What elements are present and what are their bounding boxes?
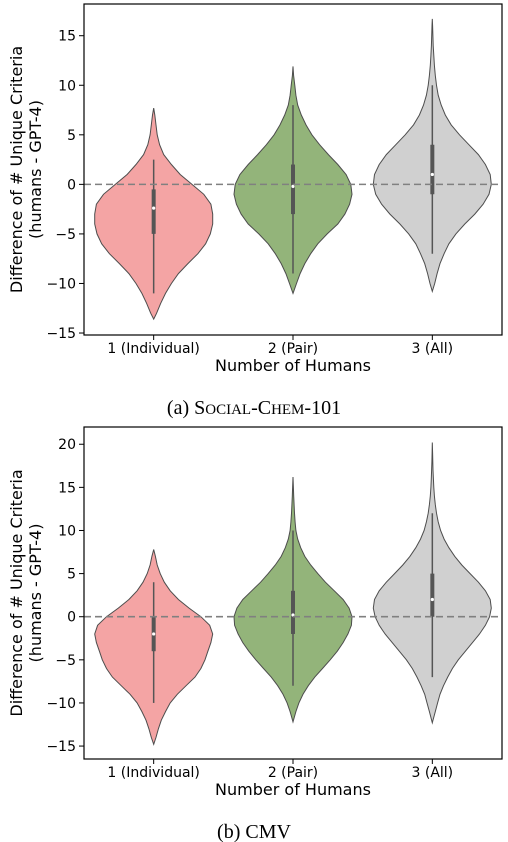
y-axis-label-line: (humans - GPT-4)	[26, 100, 45, 239]
y-tick-label: 0	[67, 610, 76, 626]
y-axis-label: Difference of # Unique Criteria(humans -…	[7, 469, 45, 716]
x-axis-label: Number of Humans	[215, 780, 371, 799]
y-axis-label-line: Difference of # Unique Criteria	[7, 46, 26, 293]
violin-median-pair	[291, 184, 295, 188]
caption-part: HEM	[271, 402, 304, 418]
y-tick-label: 15	[58, 480, 76, 496]
y-tick-label: 10	[58, 523, 76, 539]
y-tick-label: −5	[55, 653, 76, 669]
caption-part: -C	[251, 397, 271, 419]
y-tick-label: 0	[67, 177, 76, 193]
x-tick-label: 3 (All)	[412, 341, 454, 357]
caption-prefix: (a)	[167, 397, 194, 419]
y-axis-label: Difference of # Unique Criteria(humans -…	[7, 46, 45, 293]
y-tick-label: −10	[46, 696, 76, 712]
y-tick-label: 15	[58, 29, 76, 45]
violin-median-pair	[291, 613, 295, 617]
y-axis-label-line: Difference of # Unique Criteria	[7, 469, 26, 716]
y-axis-label-line: (humans - GPT-4)	[26, 524, 45, 663]
y-tick-label: 5	[67, 128, 76, 144]
caption-part: OCIAL	[205, 402, 251, 418]
y-tick-label: −5	[55, 227, 76, 243]
y-tick-label: −15	[46, 326, 76, 342]
chart-panel-a: −15 −10 −5 0 5 10 15 1 (Individual) 2 (Pair) 3 (A…	[7, 3, 503, 375]
caption-part: CMV	[245, 821, 291, 842]
x-tick-label: 1 (Individual)	[107, 765, 199, 781]
violin-median-all	[430, 597, 434, 602]
y-tick-label: 5	[67, 567, 76, 583]
x-axis-label: Number of Humans	[215, 356, 371, 375]
violin-median-individual	[152, 632, 156, 636]
caption-prefix: (b)	[217, 821, 245, 842]
caption-part: -101	[304, 397, 341, 419]
chart-panel-b: −15 −10 −5 0 5 10 15 20 1 (Individual) 2 (Pair) 3 …	[7, 426, 503, 799]
x-tick-label: 2 (Pair)	[268, 765, 318, 781]
x-tick-label: 2 (Pair)	[268, 341, 318, 357]
caption-part: S	[194, 397, 205, 419]
x-tick-label: 3 (All)	[412, 765, 454, 781]
caption-b: (b) CMV	[217, 821, 291, 842]
x-tick-label: 1 (Individual)	[107, 341, 199, 357]
y-tick-label: 20	[58, 437, 76, 453]
violin-median-individual	[152, 206, 156, 210]
y-tick-label: −10	[46, 276, 76, 292]
y-tick-label: 10	[58, 78, 76, 94]
violin-median-all	[430, 172, 434, 177]
y-tick-label: −15	[46, 739, 76, 755]
caption-a: (a) SOCIAL-CHEM-101	[167, 397, 341, 419]
